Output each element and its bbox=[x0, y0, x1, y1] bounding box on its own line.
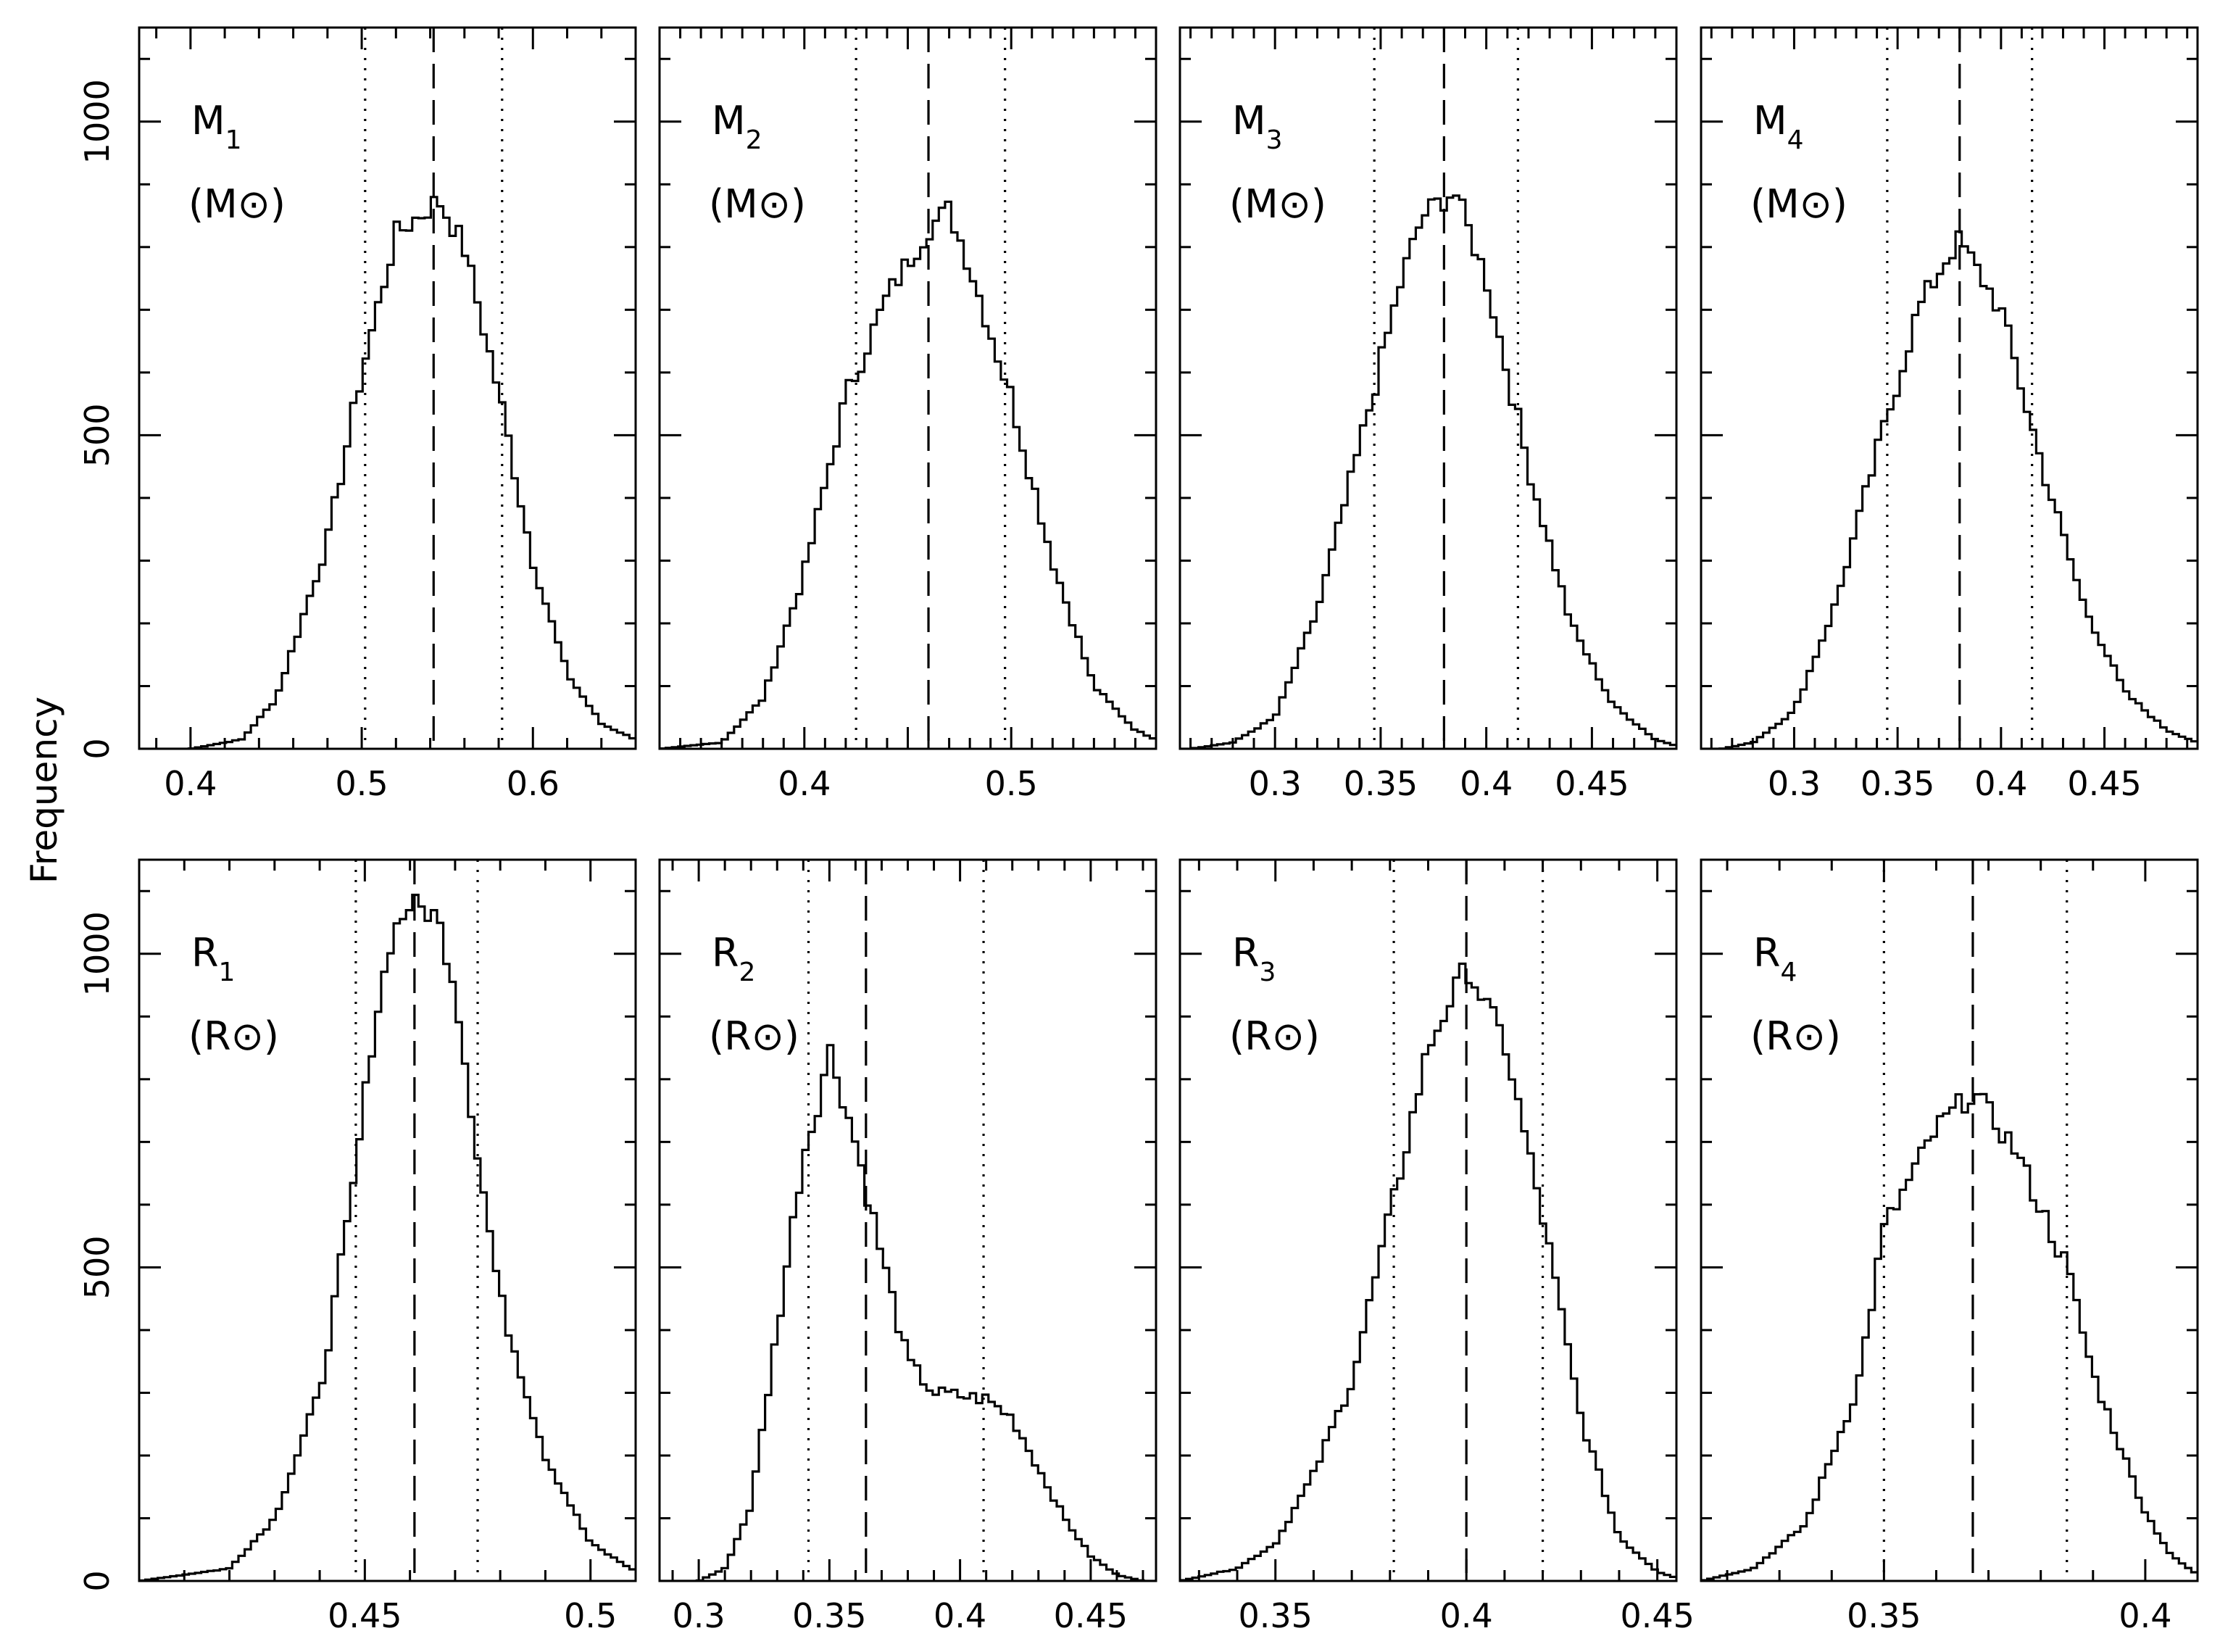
histogram-bars-R4 bbox=[1701, 1092, 2198, 1581]
panel-label-R4: R4 bbox=[1753, 930, 1797, 987]
histogram-panel-R1: 0 500 1000 0.45 0.5 R1 (R⊙) bbox=[78, 858, 637, 1635]
panel-frame-M4 bbox=[1700, 26, 2199, 750]
x-tick-label-M4: 0.4 bbox=[1974, 764, 2027, 803]
unit-label-R1: (R⊙) bbox=[188, 1013, 279, 1059]
panel-frame-M1 bbox=[138, 26, 637, 750]
unit-label-R4: (R⊙) bbox=[1750, 1013, 1841, 1059]
histogram-bars-R3 bbox=[1180, 962, 1676, 1581]
histogram-bars-R2 bbox=[660, 1044, 1156, 1581]
y-tick-label-M1: 500 bbox=[78, 403, 117, 467]
panel-frame-R1 bbox=[138, 858, 637, 1582]
y-tick-label-M1: 1000 bbox=[78, 79, 117, 164]
y-tick-label-R1: 500 bbox=[78, 1235, 117, 1299]
x-tick-label-M2: 0.5 bbox=[985, 764, 1038, 803]
x-tick-label-M3: 0.3 bbox=[1249, 764, 1302, 803]
panel-label-M4: M4 bbox=[1753, 98, 1804, 155]
panel-label-R2: R2 bbox=[712, 930, 755, 987]
unit-label-M4: (M⊙) bbox=[1750, 181, 1847, 227]
x-tick-label-R4: 0.35 bbox=[1847, 1596, 1921, 1635]
x-tick-label-M4: 0.35 bbox=[1861, 764, 1934, 803]
histogram-bars-R1 bbox=[139, 893, 636, 1581]
x-tick-label-R1: 0.45 bbox=[328, 1596, 402, 1635]
panel-label-M1: M1 bbox=[191, 98, 242, 155]
panel-frame-R4 bbox=[1700, 858, 2199, 1582]
histogram-panel-R2: 0.3 0.35 0.4 0.45 R2 (R⊙) bbox=[658, 858, 1157, 1635]
histogram-panel-M2: 0.4 0.5 M2 (M⊙) bbox=[658, 26, 1157, 803]
histogram-panel-M1: 0 500 1000 0.4 0.5 0.6 M1 (M⊙) bbox=[78, 26, 637, 803]
y-tick-label-M1: 0 bbox=[78, 738, 117, 759]
x-tick-label-R1: 0.5 bbox=[564, 1596, 617, 1635]
unit-label-M3: (M⊙) bbox=[1229, 181, 1326, 227]
histogram-panel-R3: 0.35 0.4 0.45 R3 (R⊙) bbox=[1178, 858, 1695, 1635]
x-tick-label-M3: 0.4 bbox=[1460, 764, 1513, 803]
histogram-panel-R4: 0.35 0.4 R4 (R⊙) bbox=[1700, 858, 2199, 1635]
x-tick-label-M3: 0.45 bbox=[1555, 764, 1629, 803]
histogram-bars-M4 bbox=[1701, 230, 2198, 749]
panel-label-R3: R3 bbox=[1232, 930, 1276, 987]
panel-label-M2: M2 bbox=[712, 98, 762, 155]
x-tick-label-R2: 0.35 bbox=[792, 1596, 866, 1635]
x-tick-label-M1: 0.4 bbox=[164, 764, 217, 803]
y-tick-label-R1: 0 bbox=[78, 1570, 117, 1591]
x-tick-label-M1: 0.5 bbox=[335, 764, 388, 803]
histogram-bars-M1 bbox=[139, 196, 636, 749]
x-tick-label-R3: 0.35 bbox=[1239, 1596, 1313, 1635]
unit-label-R2: (R⊙) bbox=[709, 1013, 799, 1059]
unit-label-M1: (M⊙) bbox=[188, 181, 286, 227]
x-tick-label-R3: 0.45 bbox=[1620, 1596, 1694, 1635]
x-tick-label-M3: 0.35 bbox=[1344, 764, 1418, 803]
y-axis-label: Frequency bbox=[23, 697, 65, 884]
x-tick-label-R2: 0.3 bbox=[673, 1596, 726, 1635]
x-tick-label-M2: 0.4 bbox=[778, 764, 831, 803]
histogram-panel-M4: 0.3 0.35 0.4 0.45 M4 (M⊙) bbox=[1700, 26, 2199, 803]
x-tick-label-R3: 0.4 bbox=[1440, 1596, 1493, 1635]
histogram-bars-M3 bbox=[1180, 194, 1676, 749]
x-tick-label-M1: 0.6 bbox=[507, 764, 560, 803]
x-tick-label-M4: 0.45 bbox=[2067, 764, 2141, 803]
x-tick-label-M4: 0.3 bbox=[1768, 764, 1821, 803]
x-tick-label-R4: 0.4 bbox=[2119, 1596, 2171, 1635]
panel-frame-M3 bbox=[1178, 26, 1678, 750]
panel-label-R1: R1 bbox=[191, 930, 235, 987]
panel-label-M3: M3 bbox=[1232, 98, 1283, 155]
unit-label-R3: (R⊙) bbox=[1229, 1013, 1320, 1059]
histogram-panel-M3: 0.3 0.35 0.4 0.45 M3 (M⊙) bbox=[1178, 26, 1678, 803]
x-tick-label-R2: 0.4 bbox=[934, 1596, 986, 1635]
unit-label-M2: (M⊙) bbox=[709, 181, 806, 227]
x-tick-label-R2: 0.45 bbox=[1054, 1596, 1128, 1635]
histogram-bars-M2 bbox=[660, 200, 1156, 749]
y-tick-label-R1: 1000 bbox=[78, 911, 117, 996]
